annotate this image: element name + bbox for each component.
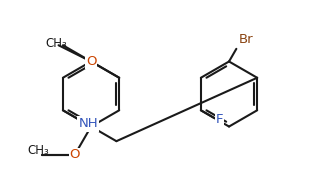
Text: NH: NH [79,117,98,130]
Text: CH₃: CH₃ [46,37,67,50]
Text: Br: Br [238,33,253,46]
Text: O: O [69,148,80,161]
Text: O: O [86,55,96,68]
Text: CH₃: CH₃ [27,144,49,157]
Text: F: F [215,113,223,126]
